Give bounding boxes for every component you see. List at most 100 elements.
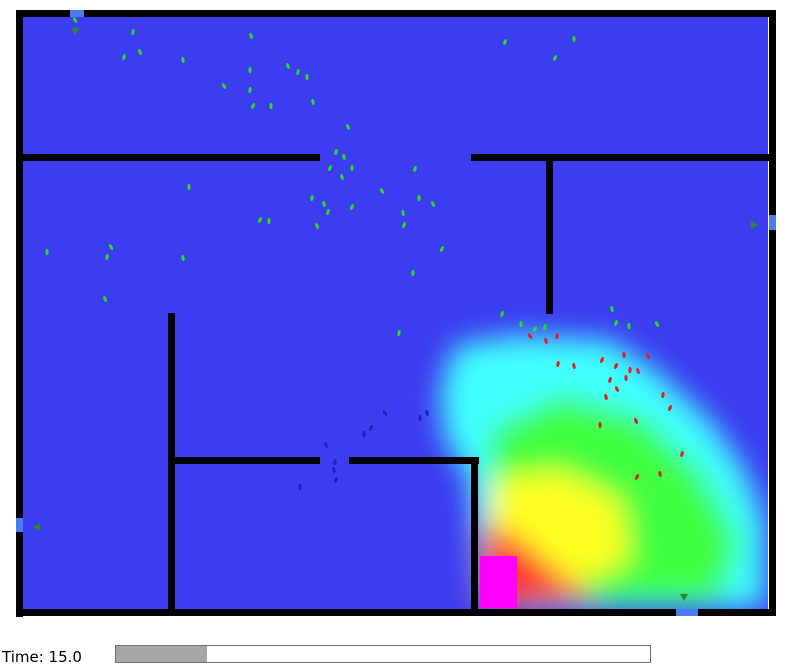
agent-safe: [346, 124, 350, 130]
outer-wall-left: [16, 10, 23, 518]
agent-affected: [661, 391, 665, 399]
agent-safe: [411, 269, 415, 277]
agent-affected: [604, 393, 608, 401]
agent-safe: [310, 194, 314, 202]
inner-wall-vertical-right: [546, 154, 553, 314]
agent-affected: [613, 363, 619, 369]
time-label: Time: 15.0: [2, 648, 82, 666]
agent-trapped: [333, 458, 337, 466]
agent-safe: [572, 35, 576, 43]
agent-affected: [636, 367, 640, 375]
agent-safe: [267, 217, 271, 225]
agent-trapped: [418, 414, 422, 422]
agent-safe: [257, 217, 263, 223]
agent-safe: [286, 62, 290, 70]
agent-safe: [181, 254, 185, 262]
agent-safe: [327, 165, 333, 171]
agent-safe: [543, 323, 547, 331]
outer-wall-left-lower: [16, 532, 23, 617]
agent-safe: [269, 102, 273, 110]
agents: [45, 17, 684, 491]
agent-safe: [532, 326, 538, 332]
outer-wall-bottom: [16, 609, 676, 616]
agent-safe: [397, 329, 401, 337]
agent-affected: [680, 450, 684, 458]
agent-safe: [519, 320, 523, 328]
agent-safe: [138, 49, 142, 55]
agent-trapped: [332, 466, 336, 474]
agent-safe: [350, 203, 354, 211]
outer-wall-right-lower: [769, 230, 776, 616]
agent-safe: [503, 38, 507, 46]
agent-safe: [350, 164, 354, 172]
agent-trapped: [382, 410, 388, 416]
exit-marker-left: [33, 523, 40, 531]
walls: [16, 10, 776, 617]
agent-safe: [187, 183, 191, 191]
agent-safe: [45, 248, 49, 256]
exit-marker-top: [71, 28, 79, 35]
smoke-field: [440, 335, 765, 608]
exit-marker-bottom: [680, 594, 688, 601]
exit-left: [16, 518, 23, 532]
fire-source: [480, 556, 517, 608]
agent-trapped: [369, 424, 373, 432]
agent-safe: [296, 68, 300, 76]
agent-safe: [417, 194, 421, 202]
exit-marker-right: [751, 221, 758, 229]
agent-affected: [622, 351, 626, 359]
agent-safe: [552, 55, 558, 61]
agent-safe: [610, 305, 614, 313]
agent-affected: [634, 418, 638, 424]
agent-safe: [248, 86, 252, 94]
agent-safe: [627, 322, 631, 330]
inner-wall-room-right: [471, 457, 478, 609]
agent-affected: [598, 421, 602, 429]
agent-safe: [122, 53, 126, 61]
exit-right: [769, 215, 776, 230]
agent-affected: [646, 353, 650, 359]
agent-affected: [634, 474, 640, 480]
agent-safe: [249, 32, 253, 40]
outer-wall-top: [16, 10, 776, 17]
agent-safe: [305, 73, 309, 81]
agent-affected: [555, 332, 559, 340]
agent-safe: [72, 17, 78, 23]
agent-affected: [658, 470, 662, 478]
agent-affected: [608, 376, 612, 384]
agent-affected: [544, 337, 548, 345]
evacuation-simulation-view: [16, 10, 776, 617]
agent-safe: [221, 83, 227, 89]
agent-safe: [342, 153, 346, 161]
agent-safe: [379, 188, 385, 194]
outer-wall-right-upper: [769, 10, 776, 215]
time-progress-bar[interactable]: [115, 645, 651, 663]
time-progress-fill: [116, 646, 207, 662]
agent-affected: [527, 333, 533, 339]
agent-safe: [103, 295, 107, 303]
agent-safe: [614, 319, 618, 327]
agent-safe: [413, 165, 417, 173]
agent-affected: [668, 404, 672, 412]
agent-safe: [500, 310, 504, 318]
agent-trapped: [425, 409, 429, 417]
agent-safe: [401, 209, 405, 217]
agent-trapped: [324, 442, 328, 448]
agent-safe: [105, 253, 109, 261]
inner-wall-room-top-left: [168, 457, 320, 464]
agent-affected: [556, 360, 560, 368]
agent-trapped: [298, 483, 302, 491]
agent-safe: [431, 200, 435, 208]
exits: [16, 10, 776, 616]
agent-safe: [402, 221, 406, 229]
agent-safe: [315, 222, 319, 230]
agent-safe: [251, 102, 255, 110]
agent-safe: [181, 56, 185, 64]
inner-wall-upper-right: [471, 154, 769, 161]
agent-affected: [572, 362, 576, 370]
exit-top: [70, 10, 84, 17]
agent-safe: [654, 321, 660, 327]
agent-affected: [614, 386, 620, 392]
exit-bottom: [676, 609, 698, 616]
agent-safe: [108, 244, 114, 250]
